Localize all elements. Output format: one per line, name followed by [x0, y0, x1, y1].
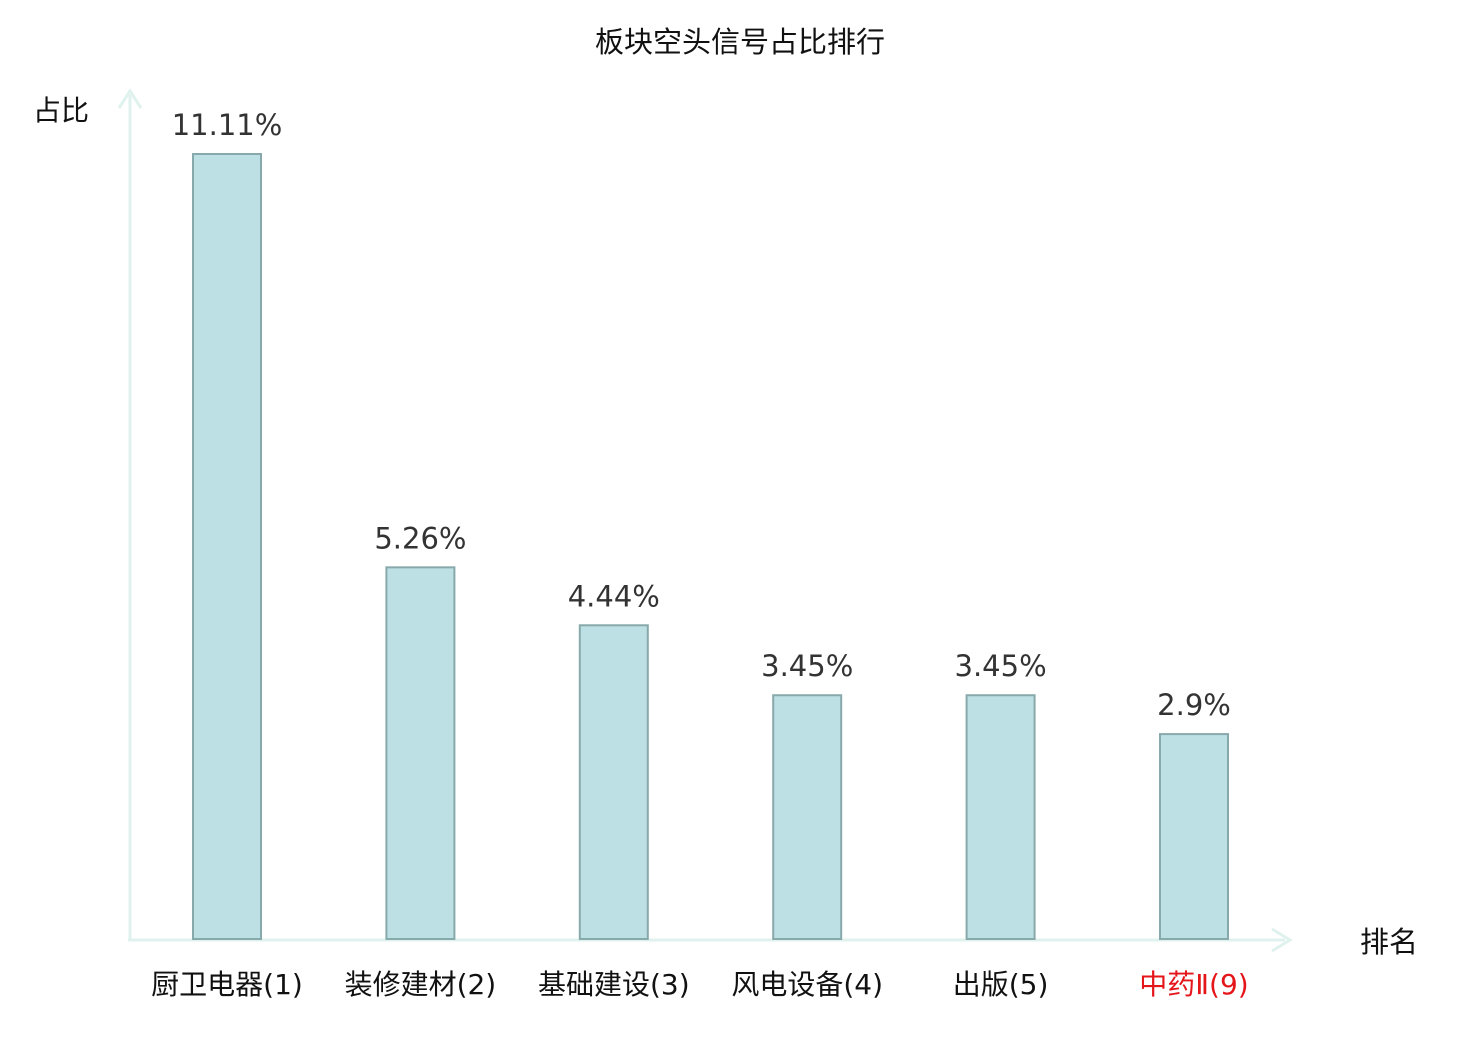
x-axis-arrow — [1271, 927, 1293, 953]
bar — [192, 153, 262, 940]
data-label: 11.11% — [172, 108, 283, 142]
data-label: 4.44% — [568, 579, 660, 613]
data-label: 5.26% — [374, 521, 466, 555]
x-tick-label: 基础建设(3) — [538, 968, 690, 1001]
x-tick-label: 装修建材(2) — [345, 968, 497, 1001]
bar — [772, 694, 843, 940]
data-label: 2.9% — [1157, 688, 1231, 722]
category-labels-group: 厨卫电器(1) 装修建材(2) 基础建设(3) 风电设备(4) 出版(5) 中药Ⅱ(9) — [151, 968, 1249, 1001]
bar — [385, 566, 456, 940]
data-label: 3.45% — [955, 649, 1047, 683]
data-label: 3.45% — [761, 649, 853, 683]
y-axis-label: 占比 — [33, 94, 89, 127]
x-tick-label: 厨卫电器(1) — [151, 968, 303, 1001]
bar — [965, 694, 1036, 940]
x-axis-label: 排名 — [1360, 925, 1418, 959]
bar — [1159, 733, 1229, 940]
bars-group — [192, 153, 1229, 941]
y-axis-arrow — [117, 88, 143, 109]
x-tick-label: 出版(5) — [953, 968, 1049, 1001]
x-tick-label: 中药Ⅱ(9) — [1139, 968, 1248, 1001]
bar — [578, 624, 649, 941]
x-tick-label: 风电设备(4) — [731, 968, 883, 1001]
value-labels-group: 11.11% 5.26% 4.44% 3.45% 3.45% 2.9% — [172, 108, 1231, 722]
chart-title: 板块空头信号占比排行 — [595, 25, 885, 59]
